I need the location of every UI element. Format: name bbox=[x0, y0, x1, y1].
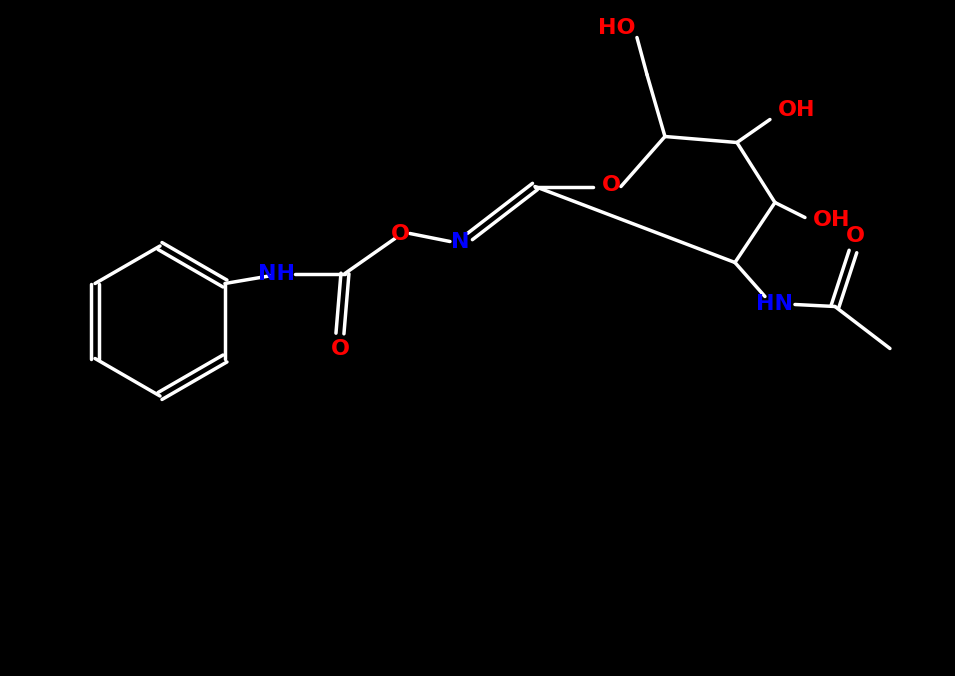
Text: O: O bbox=[845, 226, 864, 247]
Text: HO: HO bbox=[598, 18, 636, 37]
Text: N: N bbox=[451, 231, 469, 251]
Text: HN: HN bbox=[756, 295, 794, 314]
Text: OH: OH bbox=[814, 210, 851, 231]
Text: NH: NH bbox=[259, 264, 295, 283]
Text: O: O bbox=[602, 174, 621, 195]
Text: O: O bbox=[391, 224, 410, 243]
Text: O: O bbox=[330, 339, 350, 358]
Text: OH: OH bbox=[778, 99, 816, 120]
